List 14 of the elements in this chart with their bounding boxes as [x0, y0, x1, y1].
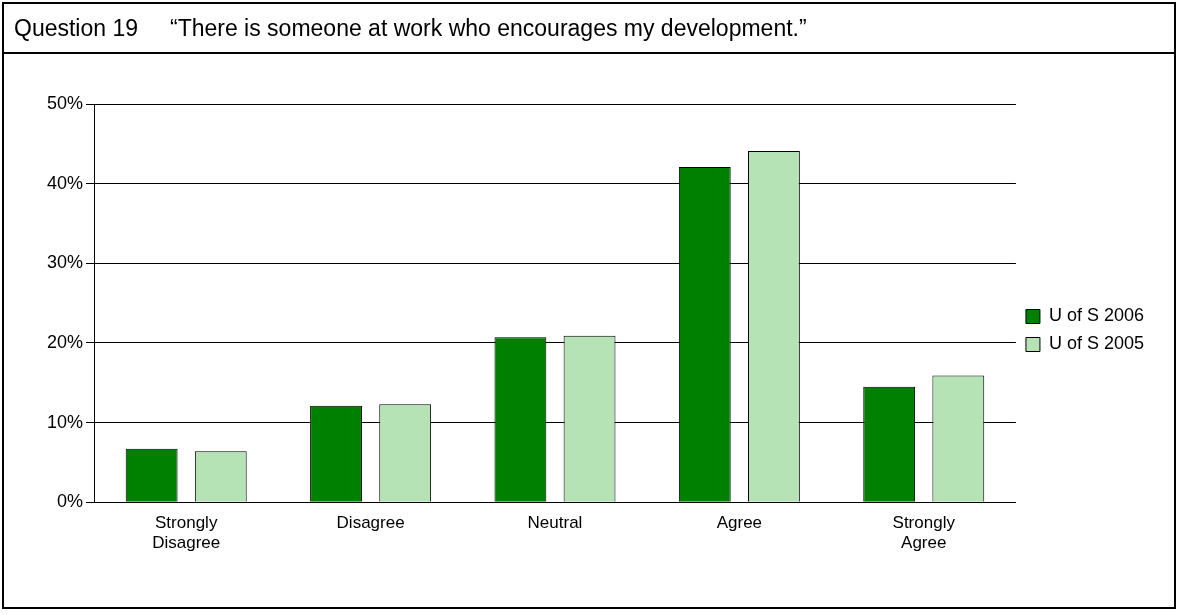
- y-tick-label: 10%: [47, 411, 84, 432]
- y-tick-label: 30%: [47, 252, 84, 273]
- legend-label: U of S 2006: [1048, 305, 1144, 326]
- x-tick-label: Neutral: [527, 513, 583, 533]
- x-tick-label: Agree: [716, 513, 763, 533]
- y-tick-label: 50%: [47, 92, 84, 113]
- x-tick-label: Strongly Disagree: [152, 513, 221, 553]
- x-tick-label: Strongly Agree: [892, 513, 956, 553]
- legend-label: U of S 2005: [1048, 333, 1144, 354]
- x-tick-label: Disagree: [336, 513, 405, 533]
- y-tick-label: 40%: [47, 172, 84, 193]
- y-tick-label: 0%: [57, 491, 84, 512]
- chart-title: Question 19 “There is someone at work who encourages my development.”: [4, 4, 1174, 54]
- y-tick-label: 20%: [47, 331, 84, 352]
